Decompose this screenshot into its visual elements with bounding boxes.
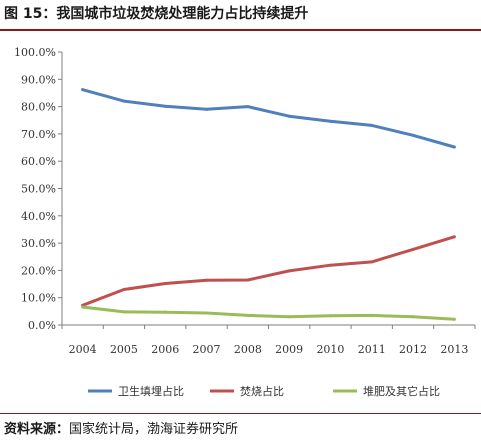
- series-3-point: [163, 310, 167, 314]
- series-1-point: [452, 145, 456, 149]
- series-2-point: [452, 235, 456, 239]
- series-3-point: [328, 314, 332, 318]
- series-2-point: [328, 263, 332, 267]
- series-line-3: [81, 305, 456, 321]
- y-tick-label: 80.0%: [21, 101, 56, 114]
- series-3-point: [370, 313, 374, 317]
- series-1-point: [287, 114, 291, 118]
- legend-label-3: 堆肥及其它占比: [363, 384, 440, 398]
- series-1-point: [246, 105, 250, 109]
- series-1-point: [411, 133, 415, 137]
- x-tick-label: 2007: [193, 343, 221, 356]
- series-1-point: [163, 104, 167, 108]
- series-1-point: [205, 107, 209, 111]
- y-tick-label: 100.0%: [14, 46, 56, 59]
- y-tick-label: 20.0%: [21, 264, 56, 277]
- series-2-point: [122, 288, 126, 292]
- source-label: 资料来源：: [4, 422, 70, 437]
- y-tick-label: 40.0%: [21, 210, 56, 223]
- x-tick-label: 2004: [69, 343, 97, 356]
- series-3-point: [122, 310, 126, 314]
- x-tick-label: 2012: [399, 343, 427, 356]
- series-3-point: [246, 313, 250, 317]
- y-tick-label: 60.0%: [21, 155, 56, 168]
- x-tick-label: 2013: [440, 343, 468, 356]
- series-line-2: [81, 235, 456, 307]
- legend-label-1: 卫生填埋占比: [118, 384, 184, 398]
- source-note: 资料来源：国家统计局，渤海证券研究所: [4, 418, 238, 442]
- series-2-point: [411, 247, 415, 251]
- series-3-point: [205, 311, 209, 315]
- x-tick-label: 2009: [275, 343, 303, 356]
- series-3-point: [452, 317, 456, 321]
- series-1-point: [328, 119, 332, 123]
- series-3-point: [287, 315, 291, 319]
- x-tick-label: 2011: [358, 343, 386, 356]
- source-divider: [0, 413, 481, 414]
- title-divider: [0, 29, 481, 31]
- y-tick-label: 0.0%: [28, 319, 56, 332]
- y-tick-label: 50.0%: [21, 183, 56, 196]
- legend-label-2: 焚烧占比: [240, 384, 284, 398]
- series-3-point: [81, 305, 85, 309]
- y-tick-label: 10.0%: [21, 292, 56, 305]
- x-tick-label: 2006: [151, 343, 179, 356]
- series-2-point: [246, 278, 250, 282]
- series-2-point: [287, 269, 291, 273]
- x-tick-label: 2005: [110, 343, 138, 356]
- y-tick-label: 90.0%: [21, 73, 56, 86]
- series-1-point: [122, 99, 126, 103]
- x-tick-label: 2008: [234, 343, 262, 356]
- y-tick-label: 30.0%: [21, 237, 56, 250]
- series-2-point: [370, 260, 374, 264]
- line-chart: 0.0% 10.0% 20.0% 30.0% 40.0% 50.0% 60.0% 70.0% 8…: [14, 46, 476, 398]
- series-1-point: [81, 88, 85, 92]
- y-tick-label: 70.0%: [21, 128, 56, 141]
- series-2-point: [163, 282, 167, 286]
- figure-title: 图 15：我国城市垃圾焚烧处理能力占比持续提升: [4, 6, 309, 22]
- series-1-point: [370, 123, 374, 127]
- source-text: 国家统计局，渤海证券研究所: [69, 422, 239, 437]
- series-line-1: [81, 88, 456, 149]
- x-tick-label: 2010: [316, 343, 344, 356]
- series-2-point: [205, 278, 209, 282]
- series-3-point: [411, 315, 415, 319]
